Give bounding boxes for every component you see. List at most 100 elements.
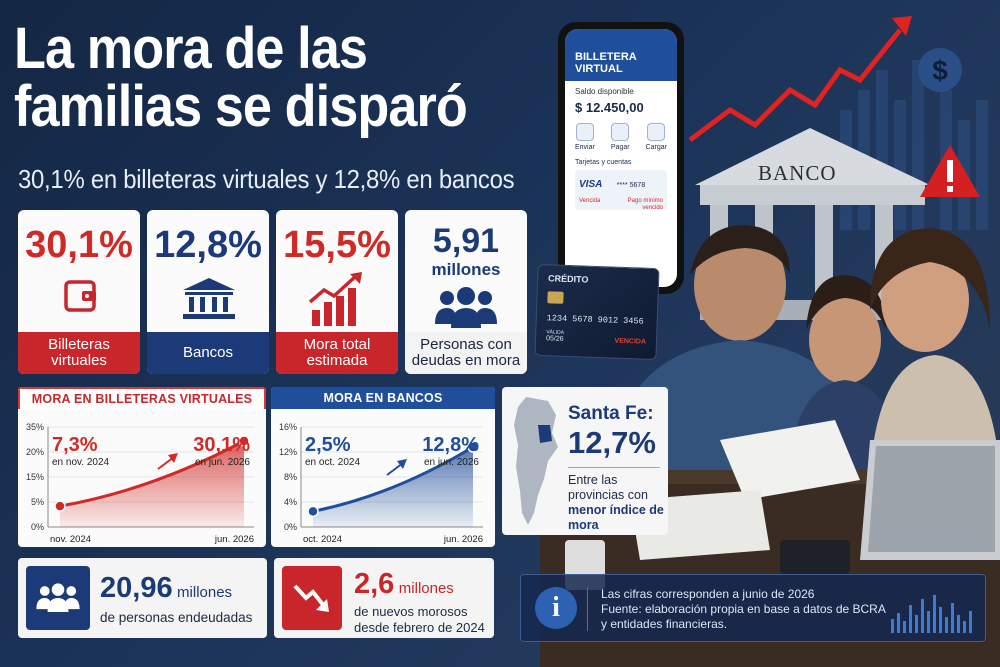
load-icon	[647, 123, 666, 141]
santa-fe-text-bold: menor índice de mora	[568, 503, 664, 532]
phone-app-title-2: VIRTUAL	[575, 63, 623, 75]
phone-card[interactable]: VISA **** 5678 Vencida Pago mínimo venci…	[575, 170, 667, 211]
stat-value: 30,1%	[25, 224, 133, 266]
y-tick-label: 15%	[26, 472, 44, 482]
new-debtors-unit: millones	[398, 580, 454, 597]
series-line	[312, 445, 474, 513]
wallet-icon	[64, 280, 96, 312]
annotation-start-label: en oct. 2024	[305, 457, 360, 468]
svg-text:$: $	[932, 55, 948, 86]
annotation-end-label: en jun. 2026	[424, 457, 479, 468]
credit-card-number: 1234 5678 9012 3456	[546, 313, 644, 327]
note-line-2: Fuente: elaboración propia en base a dat…	[601, 602, 886, 616]
people-icon	[36, 583, 80, 612]
santa-fe-name: Santa Fe:	[568, 403, 654, 424]
cards-label: Tarjetas y cuentas	[575, 159, 632, 166]
title-line-2: familias se disparó	[14, 74, 468, 139]
title-line-1: La mora de las	[14, 16, 368, 81]
debtors-text: de personas endeudadas	[100, 610, 253, 625]
phone-mockup: BILLETERA VIRTUAL Saldo disponible $ 12.…	[558, 22, 684, 294]
chip-icon	[547, 291, 564, 304]
debtors-value: 20,96	[100, 572, 173, 604]
send-button[interactable]: Enviar	[575, 123, 595, 151]
data-point-end	[238, 435, 250, 447]
stat-value: 12,8%	[154, 224, 262, 266]
annotation-start-value: 7,3%	[52, 434, 98, 456]
new-debtors-text-1: de nuevos morosos	[354, 604, 468, 619]
balance-value: $ 12.450,00	[575, 100, 644, 115]
data-point-start	[54, 500, 66, 512]
credit-card-expiry: 05/26	[545, 335, 564, 343]
card-brand: VISA	[579, 179, 603, 190]
phone-app-title-1: BILLETERA	[575, 51, 637, 63]
card-number: **** 5678	[616, 182, 646, 189]
load-label: Cargar	[645, 144, 667, 151]
series-area	[60, 441, 244, 527]
stat-unit: millones	[431, 260, 501, 279]
stat-value: 5,91	[432, 222, 500, 260]
credit-card: CRÉDITO 1234 5678 9012 3456 VÁLIDA 05/26…	[534, 263, 660, 361]
chart-banks-title: MORA EN BANCOS	[271, 387, 495, 409]
source-note: i Las cifras corresponden a junio de 202…	[520, 574, 986, 642]
chart-wallets-panel: MORA EN BILLETERAS VIRTUALES 35% 20% 15% 5%…	[18, 387, 266, 547]
stat-card-wallets: 30,1% Billeteras virtuales	[18, 210, 140, 374]
chart-banks: 16% 12% 8% 4% 0% 2,5%en oct. 2024 12,8%en jun.…	[279, 422, 483, 545]
chart-wallets-title: MORA EN BILLETERAS VIRTUALES	[18, 387, 266, 409]
y-tick-label: 0%	[31, 522, 44, 532]
annotation-start-value: 2,5%	[305, 434, 351, 456]
note-line-1: Las cifras corresponden a junio de 2026	[601, 587, 815, 601]
data-point-end	[467, 441, 479, 453]
stat-label: Bancos	[147, 332, 269, 374]
stat-label: Personas con deudas en mora	[405, 332, 527, 374]
send-icon	[575, 123, 594, 141]
x-tick-label: nov. 2024	[50, 534, 91, 545]
annotation-end-label: en jun. 2026	[195, 457, 250, 468]
y-tick-label: 20%	[26, 447, 44, 457]
santa-fe-panel: Santa Fe: 12,7% Entre las provincias con…	[502, 387, 668, 535]
santa-fe-value: 12,7%	[568, 425, 656, 460]
bank-sign: BANCO	[758, 161, 837, 185]
new-debtors-text-2: desde febrero de 2024	[354, 620, 485, 635]
santa-fe-text: Entre las provincias con	[568, 473, 648, 502]
growth-chart-icon	[308, 272, 362, 326]
stat-label: Billeteras virtuales	[18, 332, 140, 374]
pay-icon	[611, 123, 630, 141]
y-tick-label: 16%	[279, 422, 297, 432]
trend-arrow-head	[397, 459, 407, 469]
stat-card-total: 15,5% Mora total estimada	[276, 210, 398, 374]
y-tick-label: 12%	[279, 447, 297, 457]
trend-arrow-head	[168, 453, 178, 463]
people-icon	[435, 287, 497, 328]
card-min-payment: Pago mínimo vencido	[627, 198, 663, 211]
santa-fe-divider	[568, 467, 660, 468]
x-tick-label: jun. 2026	[443, 534, 483, 545]
note-divider	[587, 587, 588, 631]
debtors-icon-box	[26, 566, 90, 630]
load-button[interactable]: Cargar	[646, 123, 667, 151]
data-point-start	[307, 505, 319, 518]
card-status: Vencida	[579, 198, 601, 204]
chart-wallets: 35% 20% 15% 5% 0% 7,3%en nov. 2024 30,1%en jun…	[26, 422, 254, 545]
y-tick-label: 4%	[284, 497, 297, 507]
credit-card-label: CRÉDITO	[547, 273, 589, 285]
annotation-end-value: 30,1%	[193, 434, 250, 456]
pay-button[interactable]: Pagar	[611, 123, 630, 151]
series-area	[313, 447, 473, 527]
send-label: Enviar	[575, 144, 595, 151]
note-line-3: y entidades financieras.	[601, 617, 728, 631]
page-subtitle: 30,1% en billeteras virtuales y 12,8% en…	[18, 164, 515, 194]
credit-card-status: VENCIDA	[614, 337, 647, 346]
debtors-box: 20,96 millones de personas endeudadas	[18, 558, 267, 638]
stat-card-people: 5,91 millones Personas con deudas en mor…	[405, 210, 527, 374]
annotation-start-label: en nov. 2024	[52, 457, 110, 468]
new-debtors-icon-box	[282, 566, 342, 630]
y-tick-label: 5%	[31, 497, 44, 507]
new-debtors-box: 2,6 millones de nuevos morosos desde feb…	[274, 558, 494, 638]
pay-label: Pagar	[610, 144, 630, 151]
balance-label: Saldo disponible	[575, 87, 634, 96]
stat-card-banks: 12,8% Bancos	[147, 210, 269, 374]
new-debtors-value: 2,6	[354, 568, 395, 600]
trend-down-icon	[293, 584, 329, 612]
debtors-unit: millones	[177, 584, 233, 601]
x-tick-label: jun. 2026	[214, 534, 254, 545]
